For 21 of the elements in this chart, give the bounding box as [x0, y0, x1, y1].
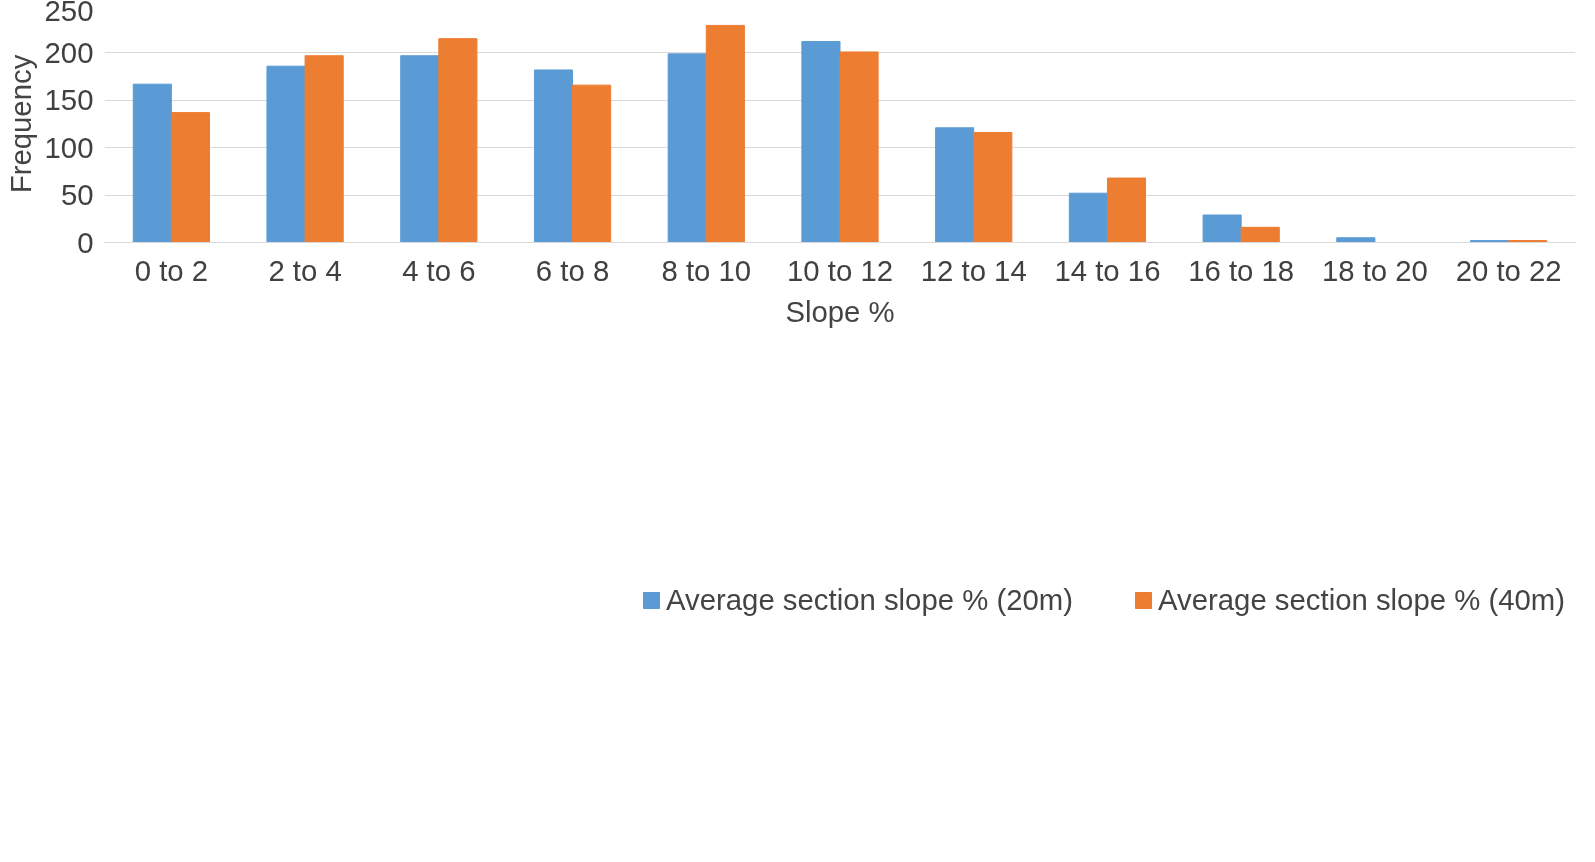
x-tick-label: 12 to 14 — [920, 253, 1027, 287]
x-tick-label: 4 to 6 — [402, 253, 476, 287]
x-tick-label: 14 to 16 — [1054, 253, 1161, 287]
x-tick-label: 20 to 22 — [1455, 253, 1562, 287]
y-tick-label: 150 — [44, 83, 94, 117]
y-tick-label: 250 — [44, 0, 94, 27]
x-tick-label: 0 to 2 — [134, 253, 209, 287]
x-tick-label: 10 to 12 — [787, 253, 893, 287]
y-tick-label: 0 — [77, 225, 94, 259]
legend-label: Average section slope % (20m) — [666, 583, 1073, 617]
legend-label: Average section slope % (40m) — [1158, 583, 1565, 617]
x-tick-label: 16 to 18 — [1188, 253, 1295, 287]
x-tick-label: 2 to 4 — [268, 253, 342, 287]
y-tick-label: 50 — [60, 178, 94, 212]
y-tick-label: 200 — [44, 35, 94, 69]
x-tick-label: 8 to 10 — [661, 253, 752, 287]
y-tick-label: 100 — [44, 130, 94, 164]
x-tick-label: 6 to 8 — [535, 253, 610, 287]
y-axis-title: Frequency — [3, 54, 37, 194]
x-axis-title: Slope % — [785, 294, 895, 328]
x-tick-label: 18 to 20 — [1321, 253, 1428, 287]
